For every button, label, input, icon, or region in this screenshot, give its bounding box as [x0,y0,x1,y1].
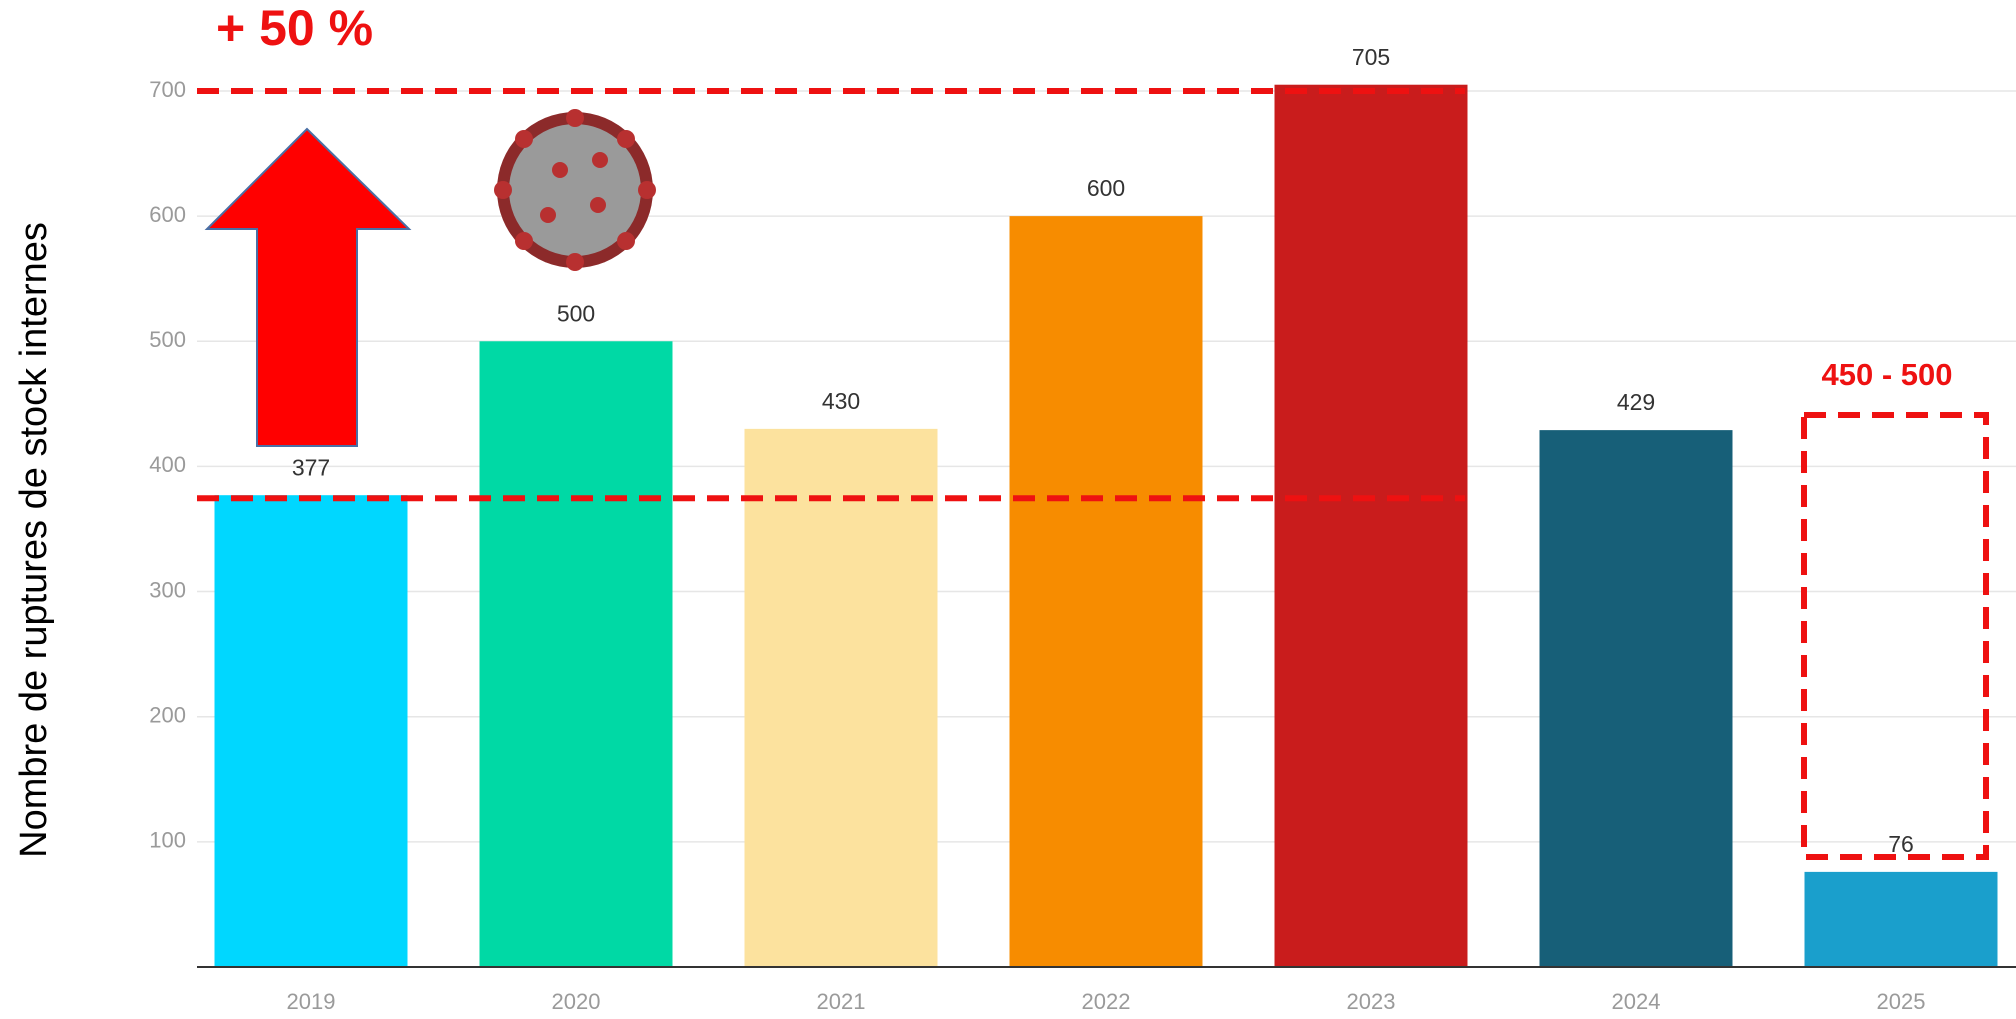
y-tick-label: 100 [149,828,186,853]
bar [214,495,408,967]
x-tick-label: 2020 [552,989,601,1014]
value-label: 377 [292,454,330,480]
increase-arrow [204,127,412,447]
increase-annotation: + 50 % [216,0,373,56]
x-tick-label: 2023 [1347,989,1396,1014]
value-label: 500 [557,300,595,326]
bar [1274,84,1468,967]
x-tick-label: 2019 [287,989,336,1014]
forecast-box [1801,412,1989,860]
y-tick-label: 600 [149,202,186,227]
y-axis-title: Nombre de ruptures de stock internes [13,222,55,858]
forecast-annotation: 450 - 500 [1822,357,1953,392]
y-tick-label: 500 [149,327,186,352]
bar [1539,430,1733,967]
y-tick-label: 200 [149,703,186,728]
x-tick-label: 2021 [817,989,866,1014]
bar [479,341,673,967]
value-label: 600 [1087,175,1125,201]
x-tick-label: 2025 [1877,989,1926,1014]
x-tick-label: 2024 [1612,989,1661,1014]
y-tick-label: 300 [149,577,186,602]
bar [1009,216,1203,967]
virus-image [494,109,656,271]
value-label: 76 [1888,831,1914,857]
y-tick-label: 400 [149,452,186,477]
x-tick-label: 2022 [1082,989,1131,1014]
value-label: 429 [1617,389,1655,415]
value-label: 705 [1352,44,1390,70]
value-label: 430 [822,388,860,414]
bar [744,428,938,967]
bar [1804,871,1998,967]
y-tick-label: 700 [149,77,186,102]
